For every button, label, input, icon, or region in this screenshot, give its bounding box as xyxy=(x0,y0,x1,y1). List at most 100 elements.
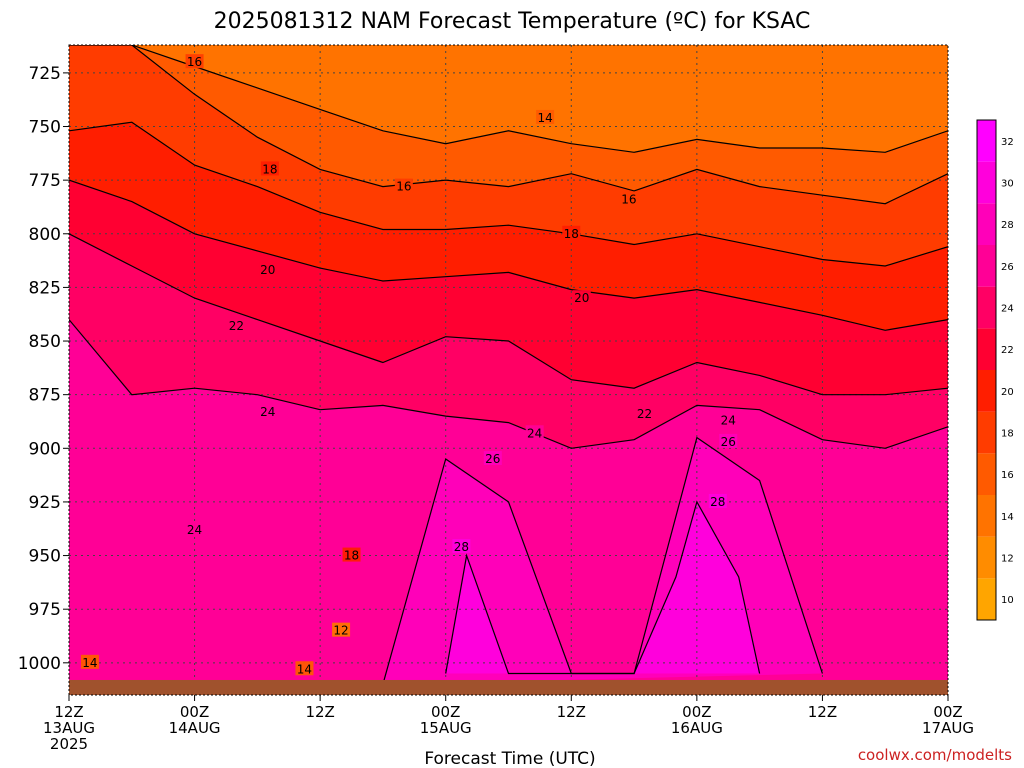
isotherm-24 xyxy=(69,319,948,449)
contour-label-22: 22 xyxy=(635,405,654,421)
x-axis-label: Forecast Time (UTC) xyxy=(424,749,595,768)
svg-text:20: 20 xyxy=(260,263,275,277)
contour-label-20: 20 xyxy=(258,262,277,277)
svg-text:28: 28 xyxy=(454,540,469,554)
contour-label-26: 26 xyxy=(719,433,738,449)
svg-text:18: 18 xyxy=(564,227,579,241)
y-tick-label-750: 750 xyxy=(29,118,61,138)
colorbar-swatch xyxy=(977,411,996,454)
contour-label-28: 28 xyxy=(452,538,471,554)
x-tick-label: 2025 xyxy=(50,735,88,753)
contour-label-24: 24 xyxy=(258,403,277,419)
colorbar-swatch xyxy=(977,578,996,620)
colorbar-swatch xyxy=(977,370,996,412)
x-tick-label: 00Z xyxy=(431,703,460,721)
y-tick-label-950: 950 xyxy=(29,547,61,567)
contour-label-14: 14 xyxy=(295,661,314,676)
y-tick-label-975: 975 xyxy=(29,600,61,620)
svg-text:14: 14 xyxy=(82,656,97,670)
credit-text: coolwx.com/modelts xyxy=(858,746,1012,764)
contour-label-14: 14 xyxy=(80,654,99,670)
colorbar-label: 32 xyxy=(1001,137,1014,148)
svg-text:14: 14 xyxy=(297,662,312,676)
ground-band xyxy=(69,679,948,695)
contour-label-24: 24 xyxy=(185,521,204,537)
plot-frame xyxy=(68,44,949,696)
contour-label-24: 24 xyxy=(719,412,738,427)
y-tick-label-850: 850 xyxy=(29,332,61,352)
contour-label-20: 20 xyxy=(572,290,591,305)
contour-label-18: 18 xyxy=(260,161,279,176)
color-scale-bar: 10 12 14 16 18 20 22 24 26 28 30 32 xyxy=(976,119,1014,621)
y-tick-label-775: 775 xyxy=(29,171,61,191)
x-tick-label: 12Z xyxy=(557,703,586,721)
colorbar-swatch xyxy=(977,453,996,495)
contour-label-12: 12 xyxy=(332,622,351,638)
svg-text:24: 24 xyxy=(260,405,275,419)
x-tick-label: 00Z xyxy=(682,703,711,721)
ground-surface xyxy=(69,679,948,695)
x-tick-label: 13AUG xyxy=(43,719,95,737)
y-tick-label-800: 800 xyxy=(29,225,61,245)
colorbar-label: 24 xyxy=(1001,304,1014,315)
colorbar-label: 28 xyxy=(1001,220,1014,231)
contour-label-14: 14 xyxy=(536,109,555,125)
colorbar-swatch xyxy=(977,495,996,537)
x-tick-label: 16AUG xyxy=(671,719,723,737)
svg-text:22: 22 xyxy=(637,407,652,421)
contour-label-28: 28 xyxy=(708,493,727,509)
svg-text:20: 20 xyxy=(574,291,589,305)
colorbar-swatch xyxy=(977,120,996,162)
y-axis: 725 750 775 800 825 850 875 900 925 950 975 1000 xyxy=(18,64,69,674)
colorbar-label: 26 xyxy=(1001,262,1014,273)
svg-text:18: 18 xyxy=(344,549,359,563)
x-tick-label: 15AUG xyxy=(420,719,472,737)
colorbar-frame xyxy=(976,119,997,621)
y-tick-label-875: 875 xyxy=(29,386,61,406)
svg-text:24: 24 xyxy=(527,426,542,440)
isotherm-16 xyxy=(69,45,948,205)
svg-text:26: 26 xyxy=(485,452,500,466)
contour-label-16: 16 xyxy=(619,191,638,206)
contour-label-22: 22 xyxy=(227,318,246,333)
y-tick-label-1000: 1000 xyxy=(18,654,61,674)
y-tick-label-925: 925 xyxy=(29,493,61,513)
svg-text:26: 26 xyxy=(721,435,736,449)
temperature-fills xyxy=(69,45,948,695)
y-tick-label-725: 725 xyxy=(29,64,61,84)
isotherm-20 xyxy=(69,179,948,331)
y-tick-label-825: 825 xyxy=(29,278,61,298)
contour-labels: 16 14 18 16 16 18 20 20 22 22 24 24 24 26 26 28 28 24 18 12… xyxy=(80,54,738,676)
svg-text:16: 16 xyxy=(621,192,636,206)
contour-label-26: 26 xyxy=(483,451,502,466)
isotherm-lines xyxy=(69,45,948,685)
isotherm-22 xyxy=(69,233,948,396)
colorbar-swatch xyxy=(977,161,996,204)
svg-text:18: 18 xyxy=(262,162,277,176)
svg-text:16: 16 xyxy=(187,55,202,69)
svg-text:28: 28 xyxy=(710,495,725,509)
colorbar-swatch xyxy=(977,203,996,245)
svg-text:24: 24 xyxy=(187,523,202,537)
x-tick-label: 14AUG xyxy=(169,719,221,737)
x-tick-label: 00Z xyxy=(180,703,209,721)
isotherm-14 xyxy=(130,45,948,153)
contour-label-24: 24 xyxy=(525,425,544,440)
colorbar-label: 22 xyxy=(1001,345,1014,356)
colorbar-label: 14 xyxy=(1001,512,1014,523)
svg-text:12: 12 xyxy=(333,624,348,638)
colorbar-swatch xyxy=(977,536,996,579)
contour-label-16: 16 xyxy=(185,54,204,69)
colorbar-swatch xyxy=(977,328,996,370)
x-tick-label: 12Z xyxy=(808,703,837,721)
colorbar-label: 12 xyxy=(1001,554,1014,565)
colorbar-label: 20 xyxy=(1001,387,1014,398)
chart-title: 2025081312 NAM Forecast Temperature (ºC)… xyxy=(214,9,811,34)
y-tick-label-900: 900 xyxy=(29,439,61,459)
svg-text:24: 24 xyxy=(721,413,736,427)
svg-text:14: 14 xyxy=(537,111,552,125)
fill-band-14 xyxy=(69,45,948,153)
colorbar-swatch xyxy=(977,286,996,329)
